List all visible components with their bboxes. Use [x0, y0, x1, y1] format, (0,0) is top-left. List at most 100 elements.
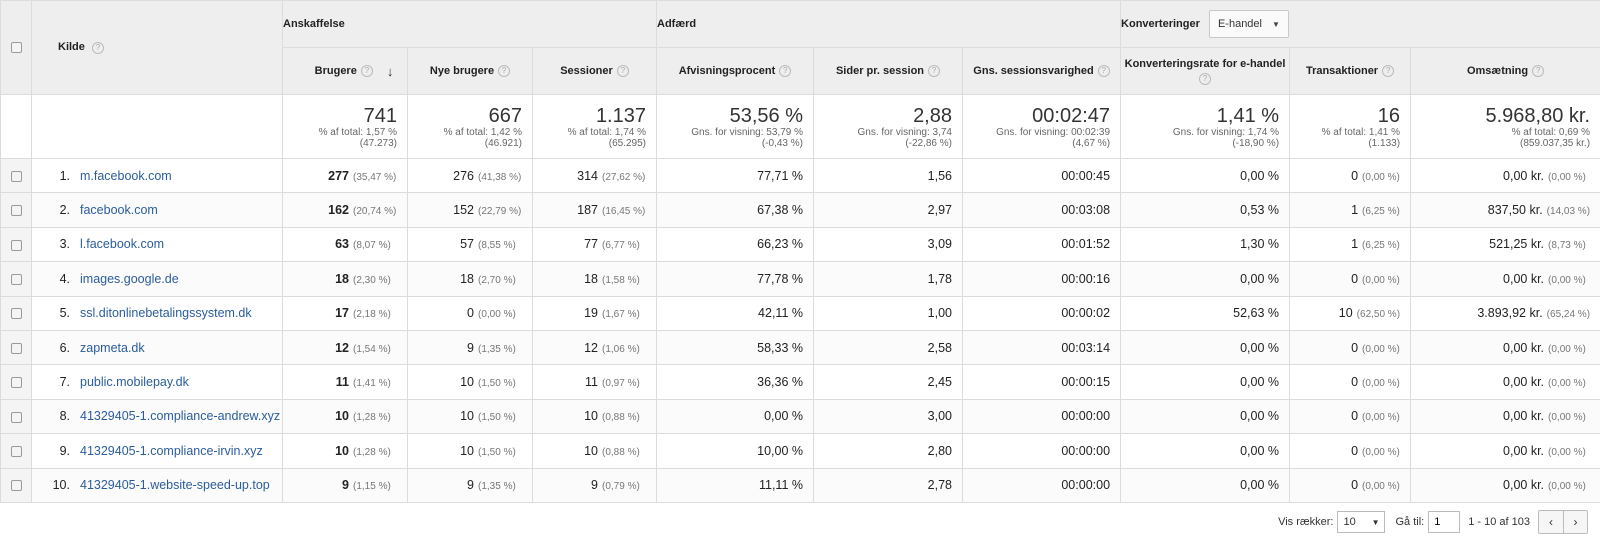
source-link[interactable]: m.facebook.com	[80, 168, 172, 183]
rows-per-page-select[interactable]: 10 ▼	[1337, 511, 1386, 533]
source-link[interactable]: ssl.ditonlinebetalingssystem.dk	[80, 306, 252, 321]
row-checkbox[interactable]	[10, 342, 22, 354]
col-bounce-rate[interactable]: Afvisningsprocent?	[656, 47, 814, 95]
help-icon[interactable]: ?	[91, 41, 104, 54]
source-link[interactable]: public.mobilepay.dk	[80, 375, 189, 390]
col-users[interactable]: Brugere? ↓	[282, 47, 408, 95]
help-icon[interactable]: ?	[616, 65, 629, 77]
table-row: 10. 41329405-1.website-speed-up.top 9 (1,15…	[0, 467, 1600, 503]
revenue-cell: 521,25 kr. (8,73 %)	[1410, 226, 1600, 263]
select-all-checkbox[interactable]	[10, 42, 22, 54]
col-sessions[interactable]: Sessioner?	[532, 47, 657, 95]
new-users-percent: (2,70 %)	[478, 274, 516, 286]
duration-cell: 00:01:52	[961, 226, 1122, 263]
col-pages-per-session[interactable]: Sider pr. session?	[813, 47, 963, 95]
table-row: 1. m.facebook.com 277 (35,47 %) 276 (41,38 %)…	[0, 157, 1600, 194]
bounce-rate-cell: 42,11 %	[656, 295, 814, 331]
help-icon[interactable]: ?	[1532, 65, 1545, 77]
transactions-percent: (0,00 %)	[1362, 171, 1400, 183]
total-value: 1,41 %	[1216, 104, 1280, 127]
conversion-type-value: E-handel	[1217, 18, 1262, 30]
help-icon[interactable]: ?	[360, 65, 373, 77]
row-checkbox[interactable]	[10, 170, 22, 182]
help-icon[interactable]: ?	[1382, 65, 1395, 77]
chevron-down-icon: ▼	[1272, 19, 1280, 29]
total-sub: (4,67 %)	[1072, 137, 1111, 149]
transactions-cell: 1 (6,25 %)	[1289, 192, 1412, 228]
new-users-cell: 10 (1,50 %)	[407, 364, 533, 400]
group-behavior: Adfærd	[655, 0, 1122, 48]
transactions-percent: (0,00 %)	[1362, 412, 1400, 424]
source-link[interactable]: 41329405-1.compliance-andrew.xyz	[80, 409, 281, 424]
sessions-percent: (16,45 %)	[602, 206, 646, 218]
revenue-percent: (14,03 %)	[1546, 206, 1591, 218]
help-icon[interactable]: ?	[1199, 73, 1212, 85]
new-users-cell: 0 (0,00 %)	[407, 295, 533, 331]
pager: ‹ ›	[1538, 510, 1588, 534]
row-index: 1.	[59, 168, 70, 183]
row-checkbox[interactable]	[10, 308, 22, 320]
pages-cell: 3,00	[813, 398, 963, 435]
sessions-value: 12	[584, 340, 598, 355]
transactions-cell: 1 (6,25 %)	[1289, 226, 1412, 263]
sessions-percent: (0,88 %)	[602, 446, 640, 458]
duration-cell: 00:00:00	[961, 433, 1122, 469]
total-sub: % af total: 1,42 %	[443, 126, 522, 138]
revenue-percent: (0,00 %)	[1548, 343, 1586, 355]
next-page-button[interactable]: ›	[1563, 511, 1587, 533]
transactions-value: 1	[1351, 203, 1359, 218]
sessions-cell: 77 (6,77 %)	[532, 226, 657, 263]
sessions-cell: 19 (1,67 %)	[532, 295, 657, 331]
row-checkbox-cell	[0, 329, 32, 366]
revenue-cell: 0,00 kr. (0,00 %)	[1410, 467, 1600, 503]
total-value: 2,88	[913, 104, 952, 127]
users-percent: (1,28 %)	[353, 446, 391, 458]
goto-page-input[interactable]	[1428, 511, 1461, 533]
totals-label-cell	[31, 94, 283, 159]
row-checkbox[interactable]	[10, 480, 22, 492]
new-users-value: 276	[453, 168, 474, 183]
source-link[interactable]: 41329405-1.compliance-irvin.xyz	[80, 443, 263, 458]
users-cell: 12 (1,54 %)	[282, 329, 408, 366]
help-icon[interactable]: ?	[1097, 65, 1110, 77]
help-icon[interactable]: ?	[928, 65, 941, 77]
conversion-type-dropdown[interactable]: E-handel ▼	[1208, 10, 1289, 38]
revenue-value: 0,00 kr.	[1503, 340, 1545, 355]
bounce-rate-cell: 66,23 %	[656, 226, 814, 263]
row-index: 2.	[59, 203, 70, 218]
row-checkbox-cell	[0, 398, 32, 435]
help-icon[interactable]: ?	[779, 65, 792, 77]
col-new-users[interactable]: Nye brugere?	[407, 47, 533, 95]
users-value: 10	[335, 443, 349, 458]
col-conversion-rate[interactable]: Konverteringsrate for e-handel?	[1120, 47, 1291, 95]
users-value: 18	[335, 271, 349, 286]
total-revenue: 5.968,80 kr.% af total: 0,69 % (859.037,3…	[1410, 94, 1600, 159]
source-link[interactable]: 41329405-1.website-speed-up.top	[80, 478, 270, 493]
col-revenue[interactable]: Omsætning?	[1410, 47, 1600, 95]
conversion-rate-cell: 0,53 %	[1120, 192, 1291, 228]
row-checkbox[interactable]	[10, 239, 22, 251]
row-checkbox[interactable]	[10, 446, 22, 458]
prev-page-button[interactable]: ‹	[1539, 511, 1563, 533]
help-icon[interactable]: ?	[498, 65, 511, 77]
col-avg-session-duration[interactable]: Gns. sessionsvarighed?	[961, 47, 1122, 95]
source-link[interactable]: images.google.de	[80, 271, 179, 286]
row-checkbox[interactable]	[10, 205, 22, 217]
source-link[interactable]: facebook.com	[80, 203, 158, 218]
total-value: 5.968,80 kr.	[1485, 104, 1591, 127]
row-checkbox[interactable]	[10, 274, 22, 286]
users-value: 11	[335, 375, 349, 390]
rows-per-page-label: Vis rækker:	[1278, 516, 1334, 528]
row-checkbox[interactable]	[10, 377, 22, 389]
sessions-percent: (27,62 %)	[602, 171, 646, 183]
bounce-rate-cell: 77,71 %	[656, 157, 814, 194]
row-checkbox[interactable]	[10, 411, 22, 423]
source-link[interactable]: l.facebook.com	[80, 237, 165, 252]
pagination-bar: Vis rækker: 10 ▼ Gå til: 1 - 10 af 103 ‹…	[0, 501, 1600, 543]
row-index: 6.	[59, 340, 70, 355]
sessions-value: 19	[584, 306, 598, 321]
col-transactions[interactable]: Transaktioner?	[1289, 47, 1412, 95]
revenue-percent: (0,00 %)	[1548, 446, 1586, 458]
total-sub: Gns. for visning: 00:02:39	[996, 126, 1111, 138]
source-link[interactable]: zapmeta.dk	[80, 340, 145, 355]
